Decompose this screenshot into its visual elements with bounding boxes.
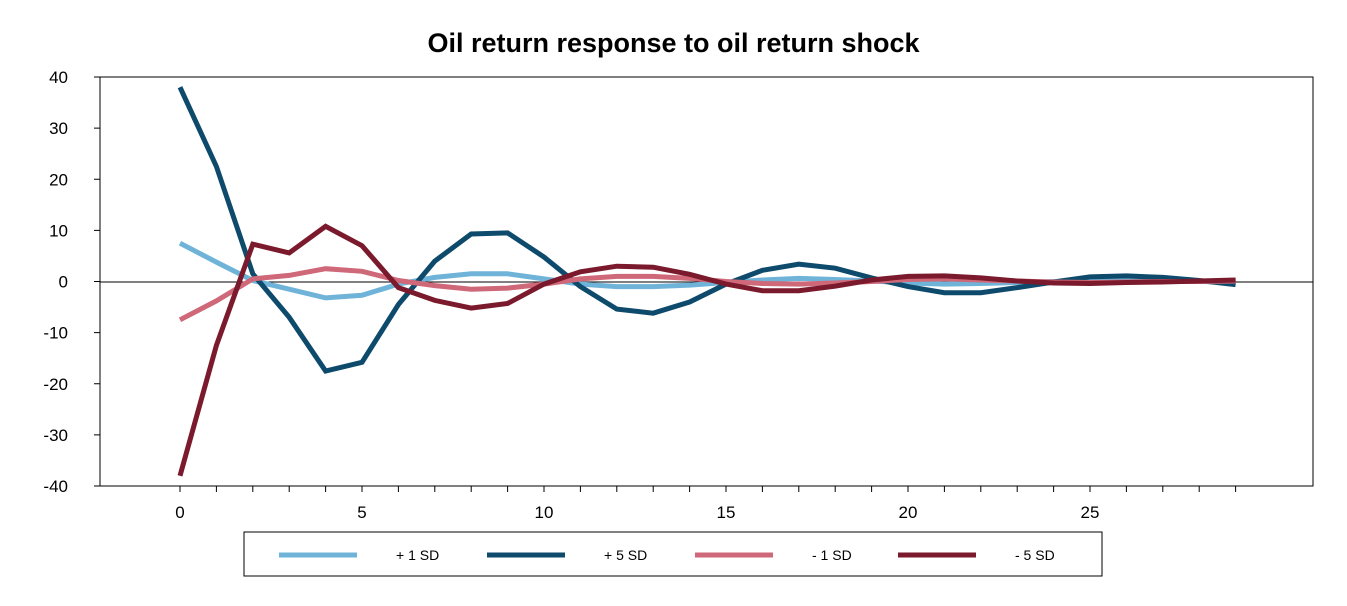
y-tick-label: 40 [49,68,68,87]
x-tick-label: 5 [357,503,366,522]
legend-label: - 5 SD [1015,547,1055,563]
legend-label: - 1 SD [812,547,852,563]
legend-label: + 5 SD [604,547,647,563]
x-tick-label: 15 [717,503,736,522]
x-tick-label: 0 [175,503,184,522]
y-tick-label: 30 [49,119,68,138]
chart-title: Oil return response to oil return shock [427,28,920,58]
y-tick-label: -10 [43,324,68,343]
y-tick-label: -30 [43,426,68,445]
y-tick-label: 0 [59,273,68,292]
y-tick-label: -40 [43,477,68,496]
x-tick-label: 10 [535,503,554,522]
series-layer [177,86,1236,477]
series-line-4 [177,223,1236,477]
y-tick-label: 10 [49,221,68,240]
x-tick-label: 25 [1081,503,1100,522]
legend-label: + 1 SD [396,547,439,563]
y-tick-label: 20 [49,170,68,189]
y-axis: 40 30 20 10 0 -10 -20 -30 -40 [43,68,100,496]
series-line-2 [177,86,1236,374]
x-axis: 0 5 10 15 20 25 [175,486,1237,522]
legend: + 1 SD + 5 SD - 1 SD - 5 SD [279,547,1055,563]
x-tick-label: 20 [899,503,918,522]
y-tick-label: -20 [43,375,68,394]
